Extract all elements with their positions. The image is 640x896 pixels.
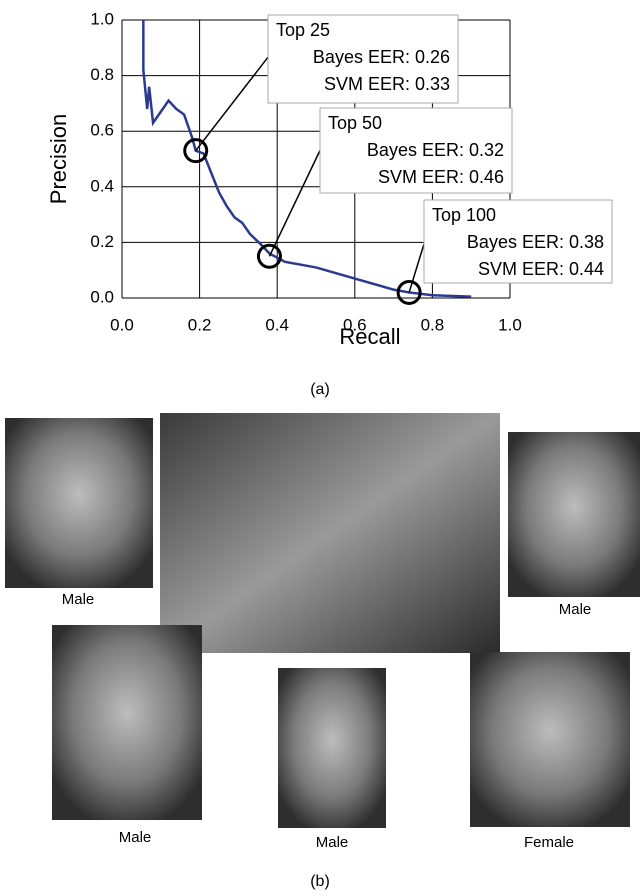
photo	[52, 625, 202, 820]
annotation-text: Bayes EER: 0.32	[367, 140, 504, 160]
annotation-text: Top 25	[276, 20, 330, 40]
y-tick-label: 0.4	[90, 176, 114, 195]
leader-line	[268, 145, 323, 257]
annotation-marker	[256, 243, 282, 269]
photo	[278, 668, 386, 828]
photo	[508, 432, 640, 597]
photo	[160, 413, 500, 653]
photo	[5, 418, 153, 588]
annotation-box	[423, 199, 613, 284]
annotation-box	[267, 14, 459, 104]
annotation-text: SVM EER: 0.44	[478, 259, 604, 279]
photo	[470, 652, 630, 827]
x-tick-label: 0.8	[421, 315, 445, 334]
annotation-text: Bayes EER: 0.26	[313, 47, 450, 67]
x-axis-label: Recall	[339, 324, 400, 349]
caption: (b)	[310, 873, 330, 890]
annotation-marker	[396, 279, 422, 305]
annotation-marker	[183, 138, 209, 164]
y-tick-label: 0.2	[90, 232, 114, 251]
x-tick-label: 0.0	[110, 315, 134, 334]
data-line	[142, 20, 472, 298]
photo-label: Male	[119, 829, 152, 846]
y-tick-label: 0.0	[90, 287, 114, 306]
y-tick-label: 0.8	[90, 65, 114, 84]
annotation-text: SVM EER: 0.33	[324, 74, 450, 94]
photo-label: Female	[524, 834, 574, 851]
y-axis-label: Precision	[46, 114, 71, 204]
x-tick-label: 0.2	[188, 315, 212, 334]
photo-label: Male	[316, 834, 349, 851]
x-tick-label: 0.6	[343, 315, 367, 334]
photos	[5, 413, 640, 828]
y-tick-label: 0.6	[90, 121, 114, 140]
photo-label: Male	[559, 601, 592, 618]
x-tick-label: 0.4	[265, 315, 289, 334]
x-tick-label: 1.0	[498, 315, 522, 334]
annotation-text: Top 100	[432, 205, 496, 225]
annotation-text: Bayes EER: 0.38	[467, 232, 604, 252]
y-tick-label: 1.0	[90, 9, 114, 28]
leader-line	[195, 54, 271, 152]
annotation-box	[319, 107, 513, 194]
caption: (a)	[310, 381, 330, 398]
annotation-text: Top 50	[328, 113, 382, 133]
photo-label: Male	[62, 591, 95, 608]
annotation-text: SVM EER: 0.46	[378, 167, 504, 187]
